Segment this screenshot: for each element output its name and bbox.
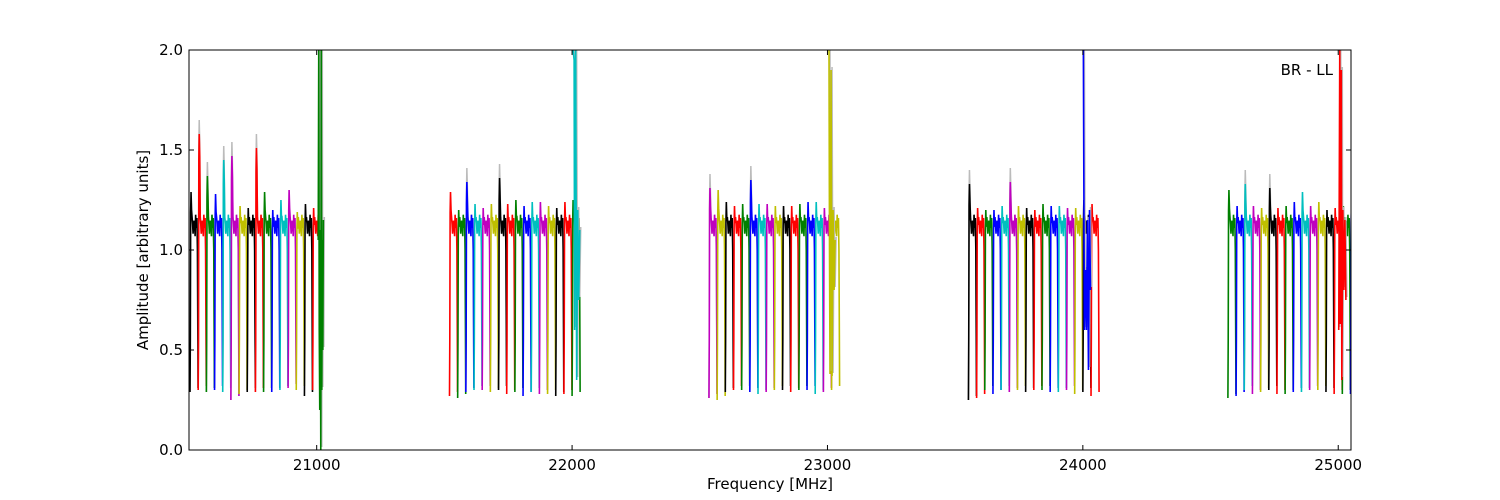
channel-line [1300, 191, 1311, 393]
channel-line [254, 147, 265, 393]
channel-line [806, 201, 816, 391]
channel-line [1016, 205, 1027, 391]
channel-line [546, 205, 557, 395]
channel-line [230, 155, 240, 401]
channel-line [522, 205, 532, 397]
channel-line [1349, 201, 1351, 395]
channel-line [1267, 187, 1278, 391]
channel-line [1243, 183, 1254, 391]
channel-line [1000, 205, 1010, 391]
channel-line [448, 191, 459, 397]
edge-noise-line [572, 50, 581, 381]
panel-annotation: BR - LL [1281, 61, 1334, 79]
x-tick-label: 24000 [1059, 456, 1107, 474]
channel-line [530, 201, 541, 393]
channel-line [1033, 209, 1043, 391]
channel-line [1041, 203, 1051, 391]
x-tick-label: 25000 [1314, 456, 1362, 474]
channel-line [189, 191, 199, 393]
channel-line [1292, 201, 1303, 393]
plot-frame [188, 49, 1352, 451]
channel-line [262, 191, 273, 393]
channel-line [205, 175, 216, 393]
edge-noise-line [1337, 50, 1347, 381]
channel-line [1090, 203, 1100, 397]
channel-line [246, 207, 257, 393]
channel-line [708, 187, 718, 399]
y-tick-label: 0.0 [159, 441, 183, 459]
channel-line [1251, 205, 1262, 395]
series-layer [189, 50, 1351, 450]
channel-line [967, 183, 978, 401]
channel-line [197, 133, 208, 391]
channel-line [789, 205, 800, 393]
channel-line [1259, 207, 1270, 393]
channel-line [279, 199, 289, 391]
x-tick-label: 23000 [804, 456, 852, 474]
channel-line [238, 205, 248, 395]
channel-line [749, 179, 759, 393]
channel-line [303, 203, 314, 397]
channel-line [465, 181, 475, 393]
channel-line [975, 207, 986, 399]
channel-line [1317, 201, 1327, 391]
channel-line [716, 189, 726, 401]
channel-line [798, 203, 808, 391]
channel-line [1008, 181, 1019, 393]
y-tick-label: 2.0 [159, 41, 183, 59]
x-tick-label: 21000 [293, 456, 341, 474]
channel-line [740, 203, 751, 391]
channel-line [221, 159, 232, 393]
channel-line [1227, 189, 1237, 399]
x-axis-label: Frequency [MHz] [707, 475, 833, 493]
edge-noise-line [1082, 50, 1092, 371]
channel-line [514, 199, 524, 393]
channel-line [213, 193, 224, 391]
channel-line [781, 205, 792, 391]
y-tick-label: 1.0 [159, 241, 183, 259]
edge-noise-line [317, 50, 325, 450]
channel-line [1284, 205, 1294, 395]
channel-line [773, 205, 784, 391]
channel-line [1065, 207, 1076, 391]
channel-line [1049, 205, 1059, 393]
channel-line [481, 207, 492, 391]
x-tick-label: 22000 [548, 456, 596, 474]
channel-line [505, 203, 516, 395]
channel-line [489, 203, 500, 393]
channel-line [1325, 209, 1335, 393]
channel-line [287, 189, 297, 389]
channel-line [724, 201, 735, 393]
channel-line [1024, 207, 1035, 393]
channel-line [270, 209, 281, 393]
y-axis-label: Amplitude [arbitrary units] [134, 150, 152, 350]
channel-line [1235, 205, 1245, 397]
x-axis: 21000 22000 23000 24000 25000 [293, 50, 1362, 474]
channel-line [757, 203, 767, 395]
channel-line [992, 209, 1002, 395]
channel-line [1057, 205, 1068, 393]
channel-line [295, 211, 306, 391]
channel-line [1073, 207, 1084, 395]
channel-line [732, 205, 743, 391]
channel-line [538, 201, 549, 395]
channel-line [554, 207, 565, 397]
channel-line [456, 209, 467, 399]
channel-line [765, 203, 776, 393]
channel-line [1276, 207, 1286, 395]
edge-noise-line [828, 50, 836, 377]
channel-line [1308, 205, 1319, 391]
y-tick-label: 1.5 [159, 141, 183, 159]
channel-line [563, 201, 573, 395]
y-tick-label: 0.5 [159, 341, 183, 359]
channel-line [497, 177, 508, 391]
channel-line [814, 201, 825, 395]
channel-line [983, 209, 994, 391]
y-axis: 0.0 0.5 1.0 1.5 2.0 [159, 41, 1351, 459]
channel-line [473, 203, 483, 391]
